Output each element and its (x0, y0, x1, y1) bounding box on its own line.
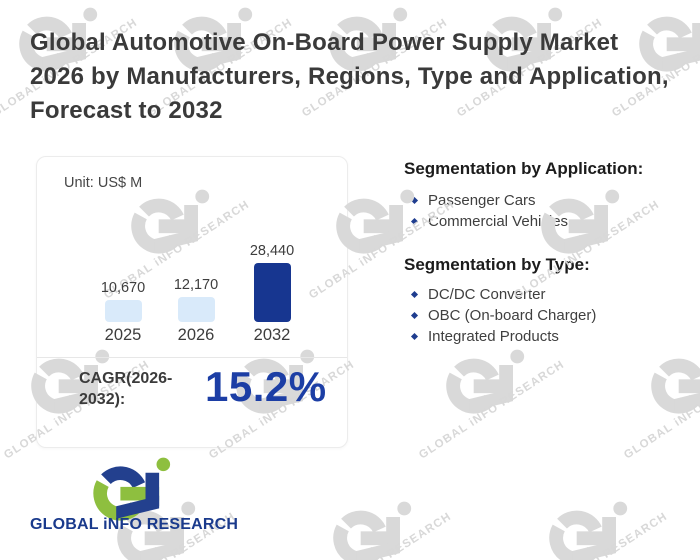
page-title: Global Automotive On-Board Power Supply … (30, 29, 669, 124)
watermark-text: GLOBAL iNFO RESEARCH (508, 503, 682, 560)
list-item: Commercial Vehicles (404, 211, 700, 232)
bar-category-label: 2032 (253, 326, 291, 344)
bullet-icon (410, 311, 419, 320)
bar-value-label: 10,670 (100, 280, 146, 296)
bar-value-label: 12,170 (173, 277, 219, 293)
card-divider (37, 357, 347, 358)
bar-value-label: 28,440 (249, 243, 295, 259)
list-item: DC/DC Converter (404, 284, 700, 305)
type-list: DC/DC Converter OBC (On-board Charger) I… (404, 284, 700, 347)
watermark-text: GLOBAL iNFO RESEARCH (417, 358, 567, 462)
bullet-icon (410, 217, 419, 226)
watermark-text: GLOBAL iNFO RESEARCH (622, 358, 700, 462)
list-item-label: Commercial Vehicles (428, 213, 569, 230)
cagr-label: CAGR(2026-2032): (79, 370, 173, 408)
bullet-icon (410, 290, 419, 299)
list-item-label: OBC (On-board Charger) (428, 307, 597, 324)
list-item-label: Integrated Products (428, 328, 559, 345)
list-item-label: DC/DC Converter (428, 286, 546, 303)
bar-group-2026: 12,170 2026 (158, 235, 234, 344)
list-item-label: Passenger Cars (428, 192, 536, 209)
bullet-icon (410, 332, 419, 341)
watermark-gi-icon: GLOBAL iNFO RESEARCH (622, 338, 700, 478)
unit-label: Unit: US$ M (64, 175, 143, 191)
bar-category-label: 2025 (104, 326, 142, 344)
market-size-chart-card: Unit: US$ M 10,670 2025 12,170 2026 28,440 20… (36, 156, 348, 448)
watermark-gi-icon: GLOBAL iNFO RESEARCH (520, 490, 673, 560)
bar-2025 (104, 300, 142, 322)
list-item: Passenger Cars (404, 190, 700, 211)
list-item: OBC (On-board Charger) (404, 305, 700, 326)
application-list: Passenger Cars Commercial Vehicles (404, 190, 700, 232)
watermark-gi-icon: GLOBAL iNFO RESEARCH (304, 490, 457, 560)
segmentation-application-heading: Segmentation by Application: (404, 159, 644, 178)
bar-2032 (253, 263, 291, 322)
bar-group-2025: 10,670 2025 (85, 235, 161, 344)
bar-2026 (177, 297, 215, 322)
watermark-gi-icon: GLOBAL iNFO RESEARCH (417, 338, 570, 478)
gi-logo-icon (92, 456, 176, 522)
logo-wordmark: GLOBAL iNFO RESEARCH (30, 516, 239, 533)
segmentation-panel: Segmentation by Application: Passenger C… (404, 146, 700, 347)
bar-chart: 10,670 2025 12,170 2026 28,440 2032 (37, 157, 347, 447)
bar-group-2032: 28,440 2032 (234, 235, 310, 344)
watermark-text: GLOBAL iNFO RESEARCH (292, 503, 466, 560)
segmentation-type-heading: Segmentation by Type: (404, 255, 590, 274)
list-item: Integrated Products (404, 326, 700, 347)
bar-category-label: 2026 (177, 326, 215, 344)
cagr-value: 15.2% (205, 363, 327, 410)
bullet-icon (410, 196, 419, 205)
